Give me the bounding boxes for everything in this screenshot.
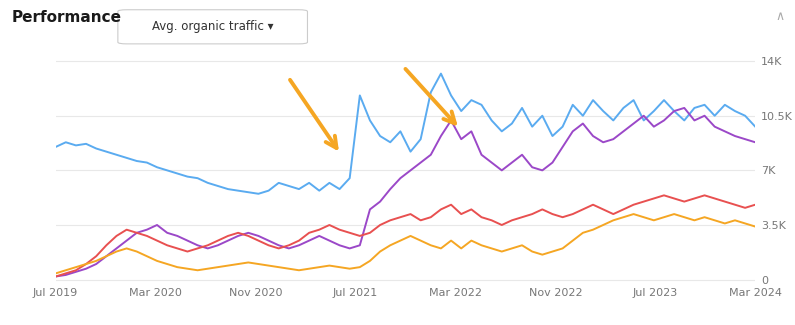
Text: ∧: ∧ bbox=[776, 10, 785, 23]
Text: Avg. organic traffic ▾: Avg. organic traffic ▾ bbox=[152, 20, 273, 33]
Text: Performance: Performance bbox=[12, 10, 122, 25]
FancyBboxPatch shape bbox=[118, 10, 308, 44]
